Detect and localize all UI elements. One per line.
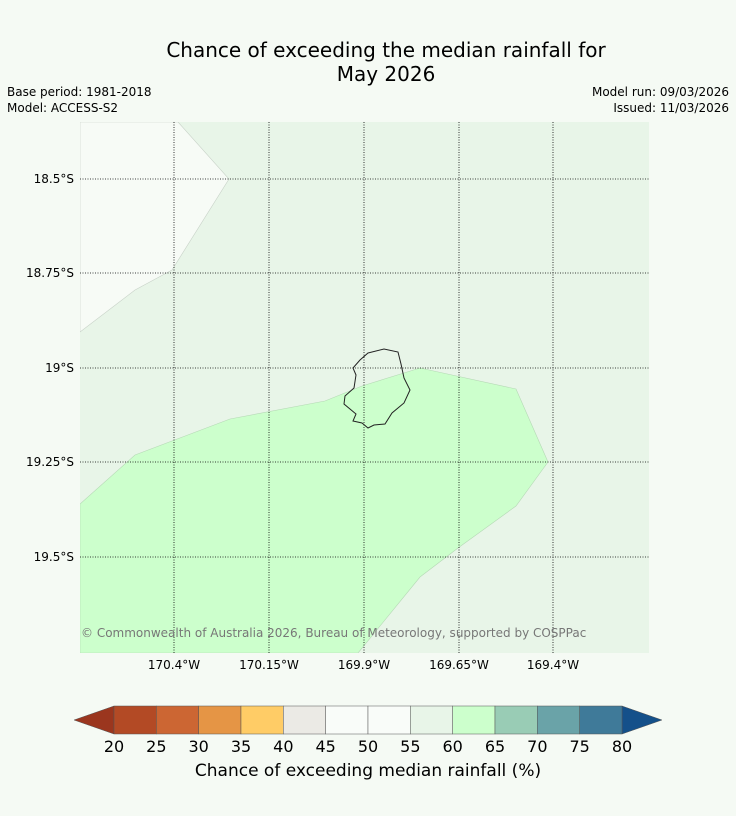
colorbar-tick-label: 80 [611, 737, 633, 756]
colorbar-tick-label: 55 [400, 737, 421, 756]
colorbar-tick-label: 30 [188, 737, 209, 756]
colorbar-segment [367, 705, 411, 735]
issued-date: Issued: 11/03/2026 [613, 101, 729, 115]
colorbar-under-arrow [73, 705, 115, 735]
colorbar-tick-label: 35 [230, 737, 252, 756]
latitude-label: 18.5°S [33, 172, 74, 186]
colorbar-label: Chance of exceeding median rainfall (%) [194, 761, 542, 781]
colorbar-segment [198, 705, 242, 735]
latitude-label: 19.5°S [33, 550, 74, 564]
longitude-label: 170.4°W [147, 658, 201, 672]
island-coastline [343, 348, 411, 429]
model-name: Model: ACCESS-S2 [7, 101, 119, 115]
title-line-2: May 2026 [336, 62, 436, 86]
base-period: Base period: 1981-2018 [7, 85, 152, 99]
longitude-label: 169.4°W [526, 658, 580, 672]
longitude-label: 169.65°W [429, 658, 489, 672]
colorbar-tick-label: 20 [103, 737, 125, 756]
longitude-label: 170.15°W [239, 658, 299, 672]
latitude-label: 19.25°S [26, 455, 74, 469]
colorbar-over-arrow [621, 705, 663, 735]
colorbar-tick-label: 40 [273, 737, 294, 756]
colorbar-segment [579, 705, 623, 735]
latitude-label: 18.75°S [26, 266, 74, 280]
longitude-label: 169.9°W [337, 658, 391, 672]
colorbar-segment [113, 705, 157, 735]
colorbar-segment [240, 705, 284, 735]
title-line-1: Chance of exceeding the median rainfall … [166, 38, 606, 62]
colorbar-tick-label: 50 [357, 737, 379, 756]
meta-left: Base period: 1981-2018 Model: ACCESS-S2 [7, 84, 152, 116]
colorbar-tick-label: 70 [527, 737, 548, 756]
colorbar-segment [283, 705, 326, 735]
colorbar-segment [156, 705, 199, 735]
latitude-label: 19°S [45, 361, 74, 375]
colorbar-segment [537, 705, 580, 735]
colorbar [73, 705, 663, 735]
colorbar-tick-label: 45 [315, 737, 336, 756]
colorbar-tick-label: 65 [484, 737, 506, 756]
map-title: Chance of exceeding the median rainfall … [0, 38, 736, 86]
graticule [80, 122, 649, 653]
copyright-notice: © Commonwealth of Australia 2026, Bureau… [81, 626, 587, 640]
colorbar-tick-label: 25 [146, 737, 167, 756]
colorbar-segment [494, 705, 538, 735]
colorbar-segment [410, 705, 453, 735]
model-run: Model run: 09/03/2026 [591, 85, 729, 99]
colorbar-segment [452, 705, 496, 735]
colorbar-segment [325, 705, 369, 735]
colorbar-tick-label: 60 [442, 737, 463, 756]
region-60-65-percent [80, 367, 549, 653]
colorbar-tick-label: 75 [569, 737, 590, 756]
region-50-55-percent [80, 122, 230, 333]
meta-right: Model run: 09/03/2026 Issued: 11/03/2026 [592, 84, 729, 116]
